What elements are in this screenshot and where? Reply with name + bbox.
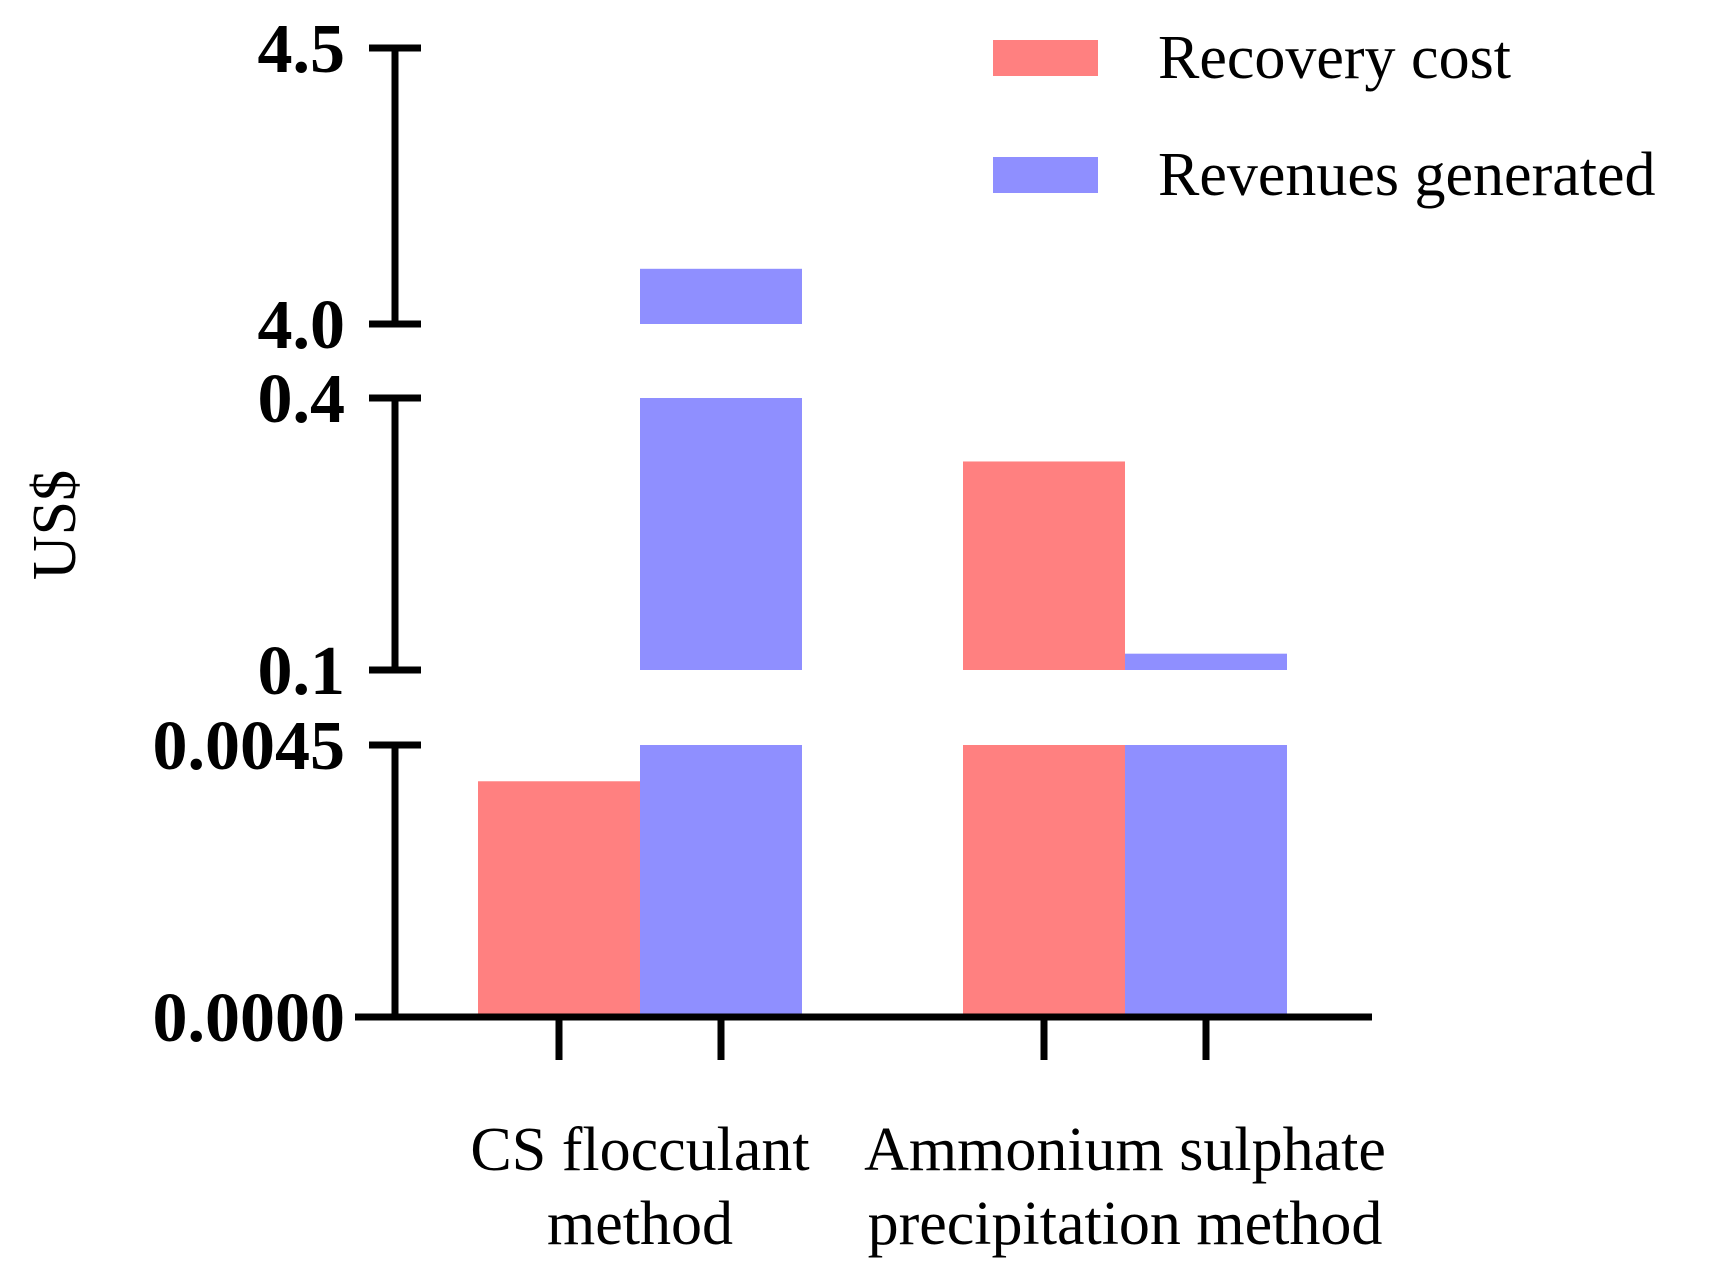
y-tick-label: 0.1: [258, 633, 346, 710]
bar-revenues-generated-cat1-seg3: [640, 268, 802, 324]
bar-revenues-generated-cat2-seg2: [1125, 653, 1287, 670]
legend-swatch-recovery-cost: [993, 40, 1098, 76]
legend-label: Recovery cost: [1158, 24, 1511, 92]
category-labels: CS flocculant method Ammonium sulphate prec…: [470, 1116, 1386, 1258]
legend-label: Revenues generated: [1158, 141, 1655, 209]
y-tick-label: 0.4: [258, 361, 346, 438]
y-axis-title: US$: [21, 470, 89, 580]
bar-recovery-cost-cat2-seg2: [963, 461, 1125, 670]
y-tick-label: 4.0: [258, 287, 346, 364]
bar-recovery-cost-cat1-seg1: [478, 781, 640, 1017]
legend: Recovery cost Revenues generated: [993, 24, 1655, 209]
bars-layer: [478, 268, 1287, 1017]
bar-revenues-generated-cat1-seg1: [640, 745, 802, 1017]
bar-revenues-generated-cat2-seg1: [1125, 745, 1287, 1017]
y-tick-label: 0.0045: [153, 708, 346, 785]
bar-revenues-generated-cat1-seg2: [640, 398, 802, 670]
category-label: CS flocculant method: [470, 1116, 809, 1258]
legend-swatch-revenues-generated: [993, 157, 1098, 193]
y-tick-label: 0.0000: [153, 980, 346, 1057]
bar-recovery-cost-cat2-seg1: [963, 745, 1125, 1017]
category-label: Ammonium sulphate precipitation method: [864, 1116, 1386, 1258]
x-axis: [355, 1013, 1372, 1060]
y-tick-label: 4.5: [258, 11, 346, 88]
